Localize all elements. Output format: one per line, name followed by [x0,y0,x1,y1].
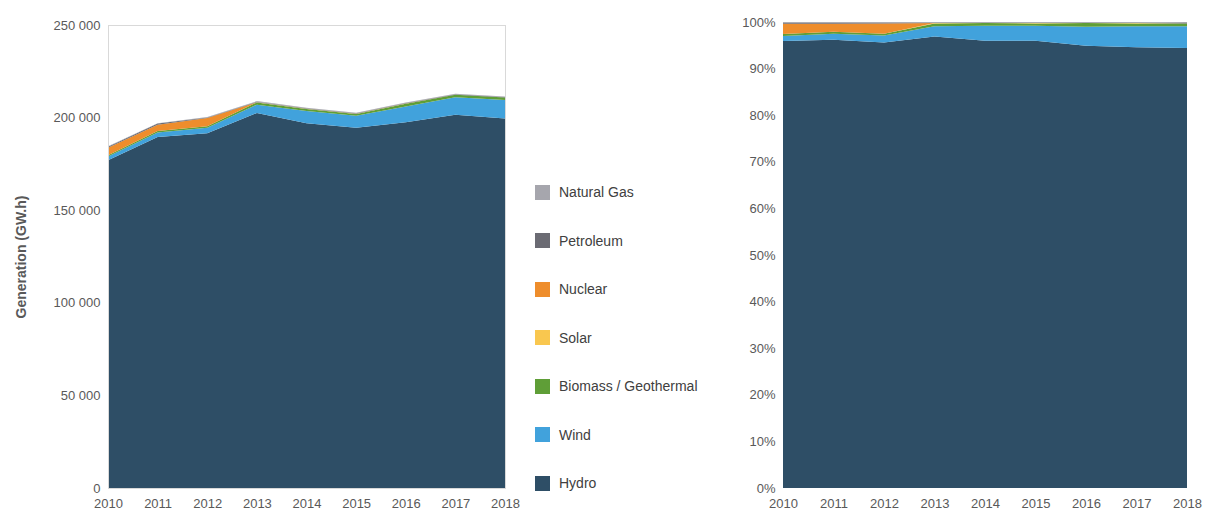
svg-text:50%: 50% [749,248,775,263]
svg-text:20%: 20% [749,387,775,402]
svg-text:0%: 0% [757,481,776,496]
svg-text:70%: 70% [749,154,775,169]
html-text:Solar: Solar [559,329,592,346]
svg-text:Generation (GW.h): Generation (GW.h) [13,196,29,319]
svg-text:60%: 60% [749,201,775,216]
svg-text:30%: 30% [749,341,775,356]
svg-text:2012: 2012 [193,496,222,511]
svg-text:2014: 2014 [293,496,322,511]
svg-text:2012: 2012 [870,496,899,511]
svg-text:2017: 2017 [1123,496,1152,511]
svg-text:150 000: 150 000 [54,203,101,218]
svg-text:2015: 2015 [342,496,371,511]
svg-text:200 000: 200 000 [54,110,101,125]
svg-text:100%: 100% [742,15,776,30]
svg-text:2010: 2010 [94,496,123,511]
svg-text:100 000: 100 000 [54,295,101,310]
html-text:Hydro: Hydro [559,475,597,492]
html-text:Wind: Wind [559,426,591,443]
svg-text:2016: 2016 [392,496,421,511]
svg-text:2016: 2016 [1072,496,1101,511]
html-text:Petroleum: Petroleum [559,232,623,249]
svg-text:10%: 10% [749,434,775,449]
svg-text:2013: 2013 [243,496,272,511]
svg-text:2010: 2010 [769,496,798,511]
svg-text:0: 0 [93,481,100,496]
svg-text:50 000: 50 000 [61,388,101,403]
svg-text:250 000: 250 000 [54,18,101,33]
html-text:Natural Gas: Natural Gas [559,184,634,201]
svg-text:80%: 80% [749,108,775,123]
svg-text:2014: 2014 [971,496,1000,511]
html-text:Nuclear: Nuclear [559,281,608,298]
html-text:Biomass / Geothermal: Biomass / Geothermal [559,378,698,395]
svg-text:2015: 2015 [1022,496,1051,511]
svg-text:2011: 2011 [144,496,172,511]
svg-text:2011: 2011 [820,496,848,511]
svg-text:2017: 2017 [441,496,470,511]
svg-text:40%: 40% [749,294,775,309]
svg-text:2018: 2018 [491,496,520,511]
svg-text:2013: 2013 [921,496,950,511]
svg-text:90%: 90% [749,61,775,76]
svg-text:2018: 2018 [1173,496,1202,511]
